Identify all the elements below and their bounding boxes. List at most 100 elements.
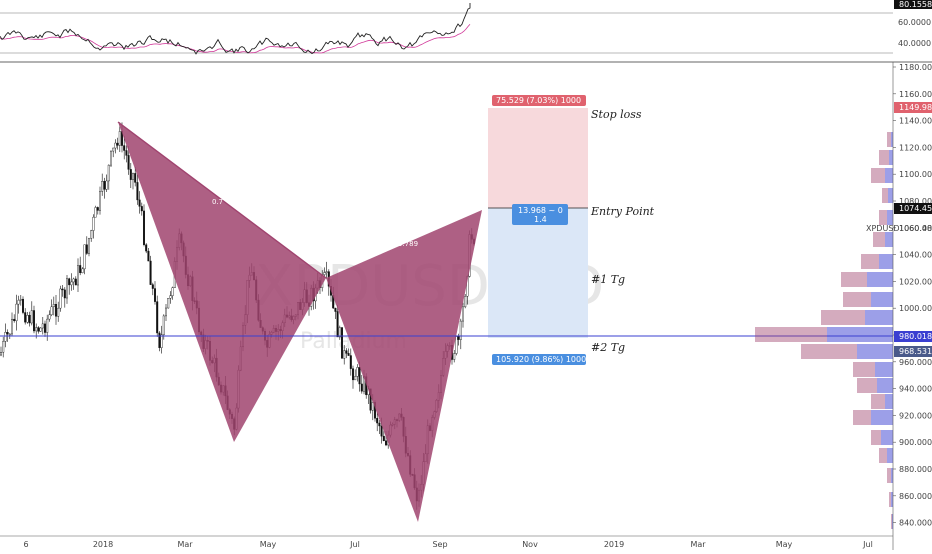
last-price-label: 1060.483 (899, 224, 932, 233)
candle-body (59, 288, 62, 309)
candle-body (134, 173, 137, 183)
target-zone[interactable] (488, 208, 588, 338)
price-tick-label: 840.000 (899, 519, 932, 528)
candle-body (459, 320, 462, 340)
time-tick-label: Nov (522, 540, 538, 549)
candle-body (352, 368, 355, 381)
entry-badge (512, 204, 568, 225)
price-tick-label: 1080.000 (899, 197, 932, 206)
price-tick-label: 940.000 (899, 385, 932, 394)
price-tick-label: 880.000 (899, 465, 932, 474)
candle-body (354, 376, 357, 381)
price-tick-label: 1180.000 (899, 63, 932, 72)
volume-profile-bar-up (867, 272, 893, 287)
candle-body (164, 307, 167, 317)
volume-profile-bar-up (887, 210, 893, 225)
candle-body (19, 298, 22, 301)
candle-body (349, 355, 352, 369)
hline-price-label: 980.018 (899, 332, 932, 341)
time-tick-label: May (260, 540, 277, 549)
candle-body (26, 315, 29, 323)
volume-profile-bar-down (891, 514, 892, 529)
volume-profile-bar-up (891, 468, 893, 483)
volume-profile-bar-down (871, 394, 885, 409)
pattern-bcd-triangle[interactable] (326, 210, 482, 522)
candle-body (96, 207, 99, 211)
candle-body (156, 301, 159, 334)
candle-body (52, 304, 55, 308)
candle-body (30, 310, 33, 324)
target-badge-label: 105.920 (9.86%) 1000 (496, 355, 586, 364)
candle-body (24, 312, 27, 323)
candle-body (83, 244, 86, 270)
stop-loss-zone[interactable] (488, 108, 588, 208)
candle-body (70, 281, 73, 286)
candle-body (28, 315, 31, 324)
price-tick-label: 1100.000 (899, 170, 932, 179)
time-axis[interactable]: 6 2018 Mar May Jul Sep Nov 2019 Mar May Jul (0, 535, 893, 549)
volume-profile-bar-down (871, 430, 881, 445)
volume-profile-bar-up (881, 430, 893, 445)
volume-profile-bar-down (889, 492, 891, 507)
candle-body (457, 336, 460, 340)
candle-body (94, 207, 97, 218)
candle-body (85, 244, 88, 254)
long-position-tool[interactable]: 75.529 (7.03%) 1000 13.968 ~ 0 1.4 105.9… (488, 95, 588, 365)
candle-body (131, 173, 134, 180)
entry-price-label: 1074.451 (899, 204, 932, 213)
candle-body (360, 383, 363, 392)
target-badge (492, 354, 586, 365)
price-tick-label: 1060.000 (899, 224, 932, 233)
harmonic-pattern[interactable]: 0.7 0.789 (117, 121, 482, 522)
candle-body (33, 310, 36, 332)
entry-price-badge (894, 203, 932, 214)
pattern-xab-triangle[interactable] (118, 122, 326, 442)
candle-body (4, 332, 7, 342)
candle-body (336, 311, 339, 338)
symbol-label: XPDUSD (866, 224, 900, 233)
price-labels: 1149.980 1074.451 XPDUSD 1060.483 980.01… (866, 102, 932, 357)
candle-body (81, 268, 84, 274)
candle-body (162, 315, 165, 335)
volume-profile-bar-down (853, 410, 871, 425)
candle-body (39, 327, 42, 332)
candle-body (10, 318, 13, 335)
candle-body (92, 216, 95, 231)
volume-profile-bar-down (873, 232, 885, 247)
time-tick-label: Sep (432, 540, 447, 549)
volume-profile-bar-down (882, 188, 888, 203)
candle-body (2, 341, 5, 353)
volume-profile-bar-down (887, 132, 891, 147)
candle-body (371, 402, 374, 411)
candle-body (358, 367, 361, 385)
price-tick-label: 1160.000 (899, 90, 932, 99)
price-axis[interactable]: 1180.000 1160.000 1140.000 1120.000 1100.000… (892, 62, 932, 550)
lower-price-label: 968.531 (899, 347, 932, 356)
volume-profile-bar-up (877, 378, 893, 393)
rsi-value-badge (894, 0, 932, 9)
volume-profile-bar-up (889, 150, 893, 165)
candle-body (145, 244, 148, 252)
rsi-level-60: 60.0000 (898, 18, 931, 27)
candle-body (158, 332, 161, 348)
time-tick-label: 2018 (93, 540, 113, 549)
candle-body (376, 418, 379, 424)
stop-price-badge (894, 102, 932, 113)
rsi-pane[interactable]: 60.0000 40.0000 80.1558 (0, 0, 932, 55)
candle-body (385, 440, 388, 446)
candle-body (50, 306, 53, 316)
candle-body (90, 230, 93, 239)
volume-profile-bar-down (801, 344, 857, 359)
volume-profile-bar-down (879, 448, 887, 463)
volume-profile-bar-down (887, 468, 891, 483)
candle-body (0, 352, 2, 356)
volume-profile (755, 132, 893, 529)
candle-body (343, 350, 346, 359)
entry-point-note: Entry Point (590, 205, 655, 218)
candle-body (464, 296, 467, 308)
candle-body (123, 145, 126, 151)
volume-profile-bar-up (891, 492, 893, 507)
candle-body (112, 147, 115, 152)
